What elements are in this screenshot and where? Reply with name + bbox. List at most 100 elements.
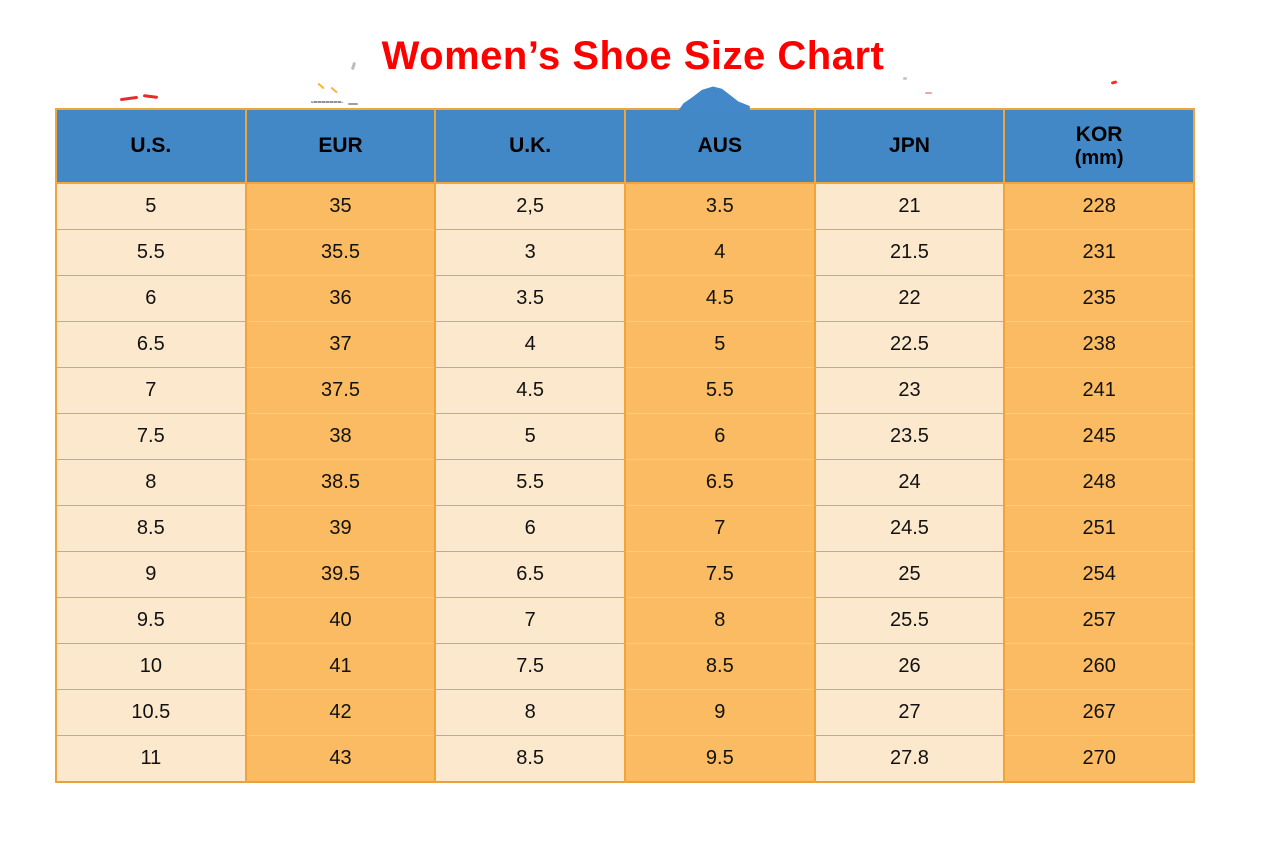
red-scribble-artifact xyxy=(142,94,159,99)
table-cell: 5.5 xyxy=(623,367,816,414)
table-cell: 5 xyxy=(623,321,816,368)
table-cell: 7 xyxy=(434,597,626,644)
table-body: 5 35 2,5 3.5 21 228 5.5 35.5 3 4 21.5 231 6 36 3.5 4.5 2… xyxy=(55,182,1195,782)
table-cell: 27.8 xyxy=(813,735,1006,782)
table-cell: 23.5 xyxy=(813,413,1006,460)
table-row: 6.5 37 4 5 22.5 238 xyxy=(55,321,1195,368)
table-cell: 4 xyxy=(623,229,816,276)
table-cell: 26 xyxy=(813,643,1006,690)
table-cell: 5.5 xyxy=(55,229,247,276)
header-uk-label: U.K. xyxy=(509,134,552,157)
table-cell: 5.5 xyxy=(434,459,626,506)
table-cell: 25 xyxy=(813,551,1006,598)
blue-blob-artifact xyxy=(676,86,750,114)
table-cell: 248 xyxy=(1003,459,1195,506)
table-cell: 7.5 xyxy=(623,551,816,598)
table-cell: 6.5 xyxy=(623,459,816,506)
table-cell: 3 xyxy=(434,229,626,276)
table-row: 6 36 3.5 4.5 22 235 xyxy=(55,275,1195,322)
table-cell: 21.5 xyxy=(813,229,1006,276)
table-cell: 36 xyxy=(244,275,437,322)
table-cell: 6 xyxy=(434,505,626,552)
table-cell: 11 xyxy=(55,735,247,782)
table-cell: 27 xyxy=(813,689,1006,736)
red-dot-artifact xyxy=(1110,80,1118,85)
table-cell: 251 xyxy=(1003,505,1195,552)
table-cell: 25.5 xyxy=(813,597,1006,644)
table-cell: 39 xyxy=(244,505,437,552)
table-cell: 2,5 xyxy=(434,182,626,230)
gray-dash-artifact xyxy=(348,103,358,105)
table-row: 5 35 2,5 3.5 21 228 xyxy=(55,182,1195,230)
table-cell: 8 xyxy=(623,597,816,644)
table-cell: 5 xyxy=(55,182,247,230)
table-cell: 245 xyxy=(1003,413,1195,460)
table-row: 8.5 39 6 7 24.5 251 xyxy=(55,505,1195,552)
table-row: 7.5 38 5 6 23.5 245 xyxy=(55,413,1195,460)
table-cell: 6.5 xyxy=(434,551,626,598)
table-cell: 10.5 xyxy=(55,689,247,736)
table-cell: 254 xyxy=(1003,551,1195,598)
header-uk: U.K. xyxy=(434,108,626,184)
table-cell: 8.5 xyxy=(623,643,816,690)
table-cell: 4.5 xyxy=(434,367,626,414)
table-cell: 9 xyxy=(623,689,816,736)
table-cell: 7 xyxy=(55,367,247,414)
table-cell: 35.5 xyxy=(244,229,437,276)
table-cell: 260 xyxy=(1003,643,1195,690)
table-row: 7 37.5 4.5 5.5 23 241 xyxy=(55,367,1195,414)
table-cell: 6 xyxy=(55,275,247,322)
table-cell: 231 xyxy=(1003,229,1195,276)
page-title: Women’s Shoe Size Chart xyxy=(381,34,885,78)
table-cell: 37.5 xyxy=(244,367,437,414)
table-cell: 37 xyxy=(244,321,437,368)
header-row: U.S. EUR U.K. AUS JPN KOR (mm) xyxy=(55,108,1195,184)
table-cell: 228 xyxy=(1003,182,1195,230)
table-row: 9 39.5 6.5 7.5 25 254 xyxy=(55,551,1195,598)
table-row: 11 43 8.5 9.5 27.8 270 xyxy=(55,735,1195,782)
header-kor-label: KOR xyxy=(1075,122,1123,146)
header-jpn-label: JPN xyxy=(889,134,930,157)
table-cell: 38.5 xyxy=(244,459,437,506)
table-cell: 24 xyxy=(813,459,1006,506)
header-kor-unit: (mm) xyxy=(1074,146,1124,169)
table-cell: 8 xyxy=(434,689,626,736)
table-cell: 22 xyxy=(813,275,1006,322)
pink-dash-artifact xyxy=(925,92,932,94)
table-cell: 7 xyxy=(623,505,816,552)
table-cell: 39.5 xyxy=(244,551,437,598)
gray-dot-artifact xyxy=(903,77,907,80)
table-cell: 267 xyxy=(1003,689,1195,736)
table-row: 9.5 40 7 8 25.5 257 xyxy=(55,597,1195,644)
header-us: U.S. xyxy=(55,108,247,184)
table-cell: 235 xyxy=(1003,275,1195,322)
header-eur: EUR xyxy=(244,108,437,184)
table-cell: 270 xyxy=(1003,735,1195,782)
table-cell: 4.5 xyxy=(623,275,816,322)
yellow-tick-artifact xyxy=(330,86,338,94)
table-cell: 40 xyxy=(244,597,437,644)
table-cell: 38 xyxy=(244,413,437,460)
table-cell: 24.5 xyxy=(813,505,1006,552)
table-cell: 41 xyxy=(244,643,437,690)
yellow-tick-artifact xyxy=(317,82,325,90)
table-cell: 241 xyxy=(1003,367,1195,414)
table-cell: 238 xyxy=(1003,321,1195,368)
table-row: 5.5 35.5 3 4 21.5 231 xyxy=(55,229,1195,276)
table-cell: 7.5 xyxy=(55,413,247,460)
table-cell: 8.5 xyxy=(55,505,247,552)
table-cell: 6 xyxy=(623,413,816,460)
table-cell: 8.5 xyxy=(434,735,626,782)
table-row: 10.5 42 8 9 27 267 xyxy=(55,689,1195,736)
header-eur-label: EUR xyxy=(318,134,363,157)
shoe-size-table: U.S. EUR U.K. AUS JPN KOR (mm) 5 35 2,5 3.5… xyxy=(55,108,1195,783)
table-cell: 21 xyxy=(813,182,1006,230)
table-cell: 35 xyxy=(244,182,437,230)
table-cell: 3.5 xyxy=(434,275,626,322)
table-cell: 8 xyxy=(55,459,247,506)
table-cell: 23 xyxy=(813,367,1006,414)
table-cell: 9.5 xyxy=(55,597,247,644)
table-cell: 257 xyxy=(1003,597,1195,644)
table-cell: 10 xyxy=(55,643,247,690)
table-cell: 6.5 xyxy=(55,321,247,368)
